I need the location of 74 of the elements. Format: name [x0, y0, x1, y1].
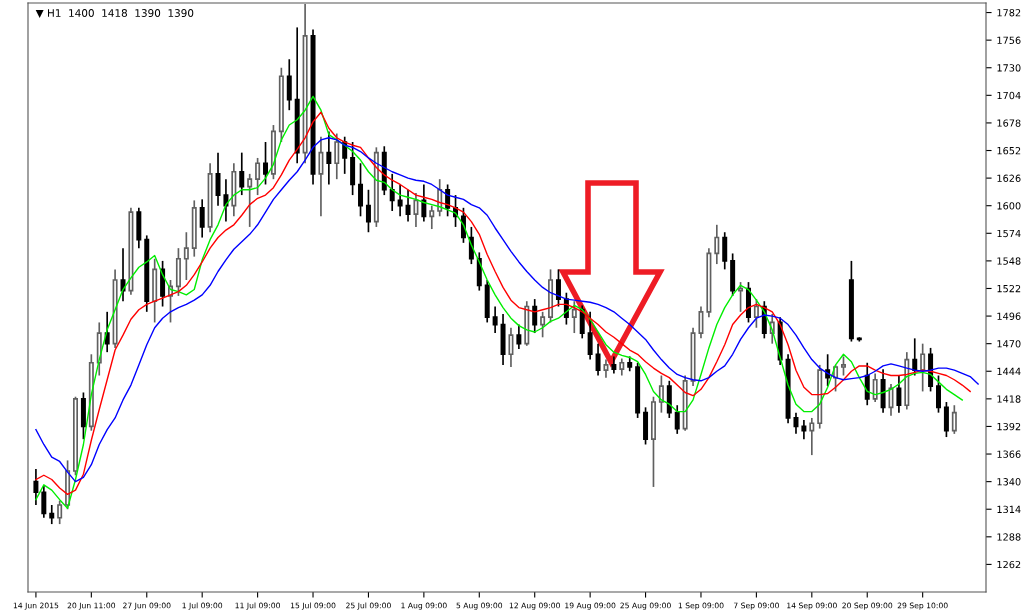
- candlestick: [413, 192, 419, 228]
- candlestick: [199, 198, 205, 239]
- candlestick: [421, 183, 427, 223]
- candlestick: [508, 326, 514, 368]
- candlestick: [912, 337, 918, 377]
- y-tick-label: 1392: [997, 422, 1021, 431]
- y-tick-label: 1314: [997, 505, 1021, 514]
- y-tick-label: 1522: [997, 284, 1021, 293]
- candlestick: [33, 468, 39, 506]
- candlestick: [722, 231, 728, 271]
- text: ▼ H1 1400 1418 1390 1390: [35, 9, 194, 19]
- candlestick: [896, 374, 902, 414]
- candlestick: [358, 162, 364, 218]
- y-tick-label: 1288: [997, 533, 1021, 541]
- candlestick: [698, 305, 704, 340]
- y-tick-label: 1496: [997, 312, 1021, 320]
- candlestick: [603, 358, 609, 379]
- candlestick: [247, 173, 253, 228]
- y-tick-label: 1704: [997, 91, 1021, 100]
- candlestick: [57, 499, 63, 525]
- candlestick: [872, 372, 878, 403]
- y-tick-label: 1444: [997, 367, 1021, 375]
- y-tick-label: 1782: [997, 9, 1021, 17]
- candlestick: [41, 485, 47, 519]
- candlestick: [239, 151, 245, 196]
- candlestick: [405, 188, 411, 223]
- y-tick-label: 1262: [997, 560, 1021, 569]
- candlestick: [365, 188, 371, 234]
- candlestick: [658, 374, 664, 414]
- y-tick-label: 1730: [997, 64, 1021, 72]
- candlestick: [595, 342, 601, 377]
- candlestick: [840, 355, 846, 377]
- candlestick: [183, 231, 189, 281]
- y-tick-label: 1574: [997, 229, 1021, 238]
- candlestick: [801, 419, 807, 441]
- y-tick-label: 1470: [997, 340, 1021, 348]
- candlestick: [397, 183, 403, 218]
- candlestick: [920, 342, 926, 393]
- candlestick: [49, 504, 55, 525]
- candlestick: [809, 417, 815, 456]
- y-tick-label: 1678: [997, 119, 1021, 127]
- y-tick-label: 1756: [997, 36, 1021, 44]
- candlestick: [864, 361, 870, 407]
- candlestick: [793, 411, 799, 435]
- candlestick: [389, 173, 395, 212]
- y-tick-label: 1652: [997, 146, 1021, 155]
- candlestick: [714, 223, 720, 265]
- candlestick: [674, 404, 680, 435]
- candlestick: [286, 58, 292, 112]
- candlestick: [223, 178, 229, 223]
- y-tick-label: 1418: [997, 395, 1021, 403]
- candlestick: [555, 268, 561, 308]
- candlestick: [951, 404, 957, 435]
- candlestick: [532, 298, 538, 334]
- candlestick: [571, 300, 577, 334]
- y-tick-label: 1626: [997, 174, 1021, 182]
- candlestick: [540, 310, 546, 339]
- candlestick: [263, 141, 269, 186]
- candlestick: [943, 401, 949, 438]
- candlestick: [429, 204, 435, 230]
- candlestick: [587, 310, 593, 361]
- candlestick: [255, 157, 261, 196]
- y-tick-label: 1600: [997, 202, 1021, 210]
- candlestick: [935, 374, 941, 414]
- candlestick: [888, 383, 894, 417]
- candlestick: [516, 323, 522, 350]
- y-tick-label: 1548: [997, 257, 1021, 265]
- candlestick: [326, 130, 332, 186]
- candlestick: [215, 151, 221, 207]
- y-tick-label: 1366: [997, 450, 1021, 458]
- candlestick: [492, 305, 498, 334]
- candlestick: [334, 132, 340, 181]
- candlestick: [318, 135, 324, 218]
- y-tick-label: 1340: [997, 478, 1021, 486]
